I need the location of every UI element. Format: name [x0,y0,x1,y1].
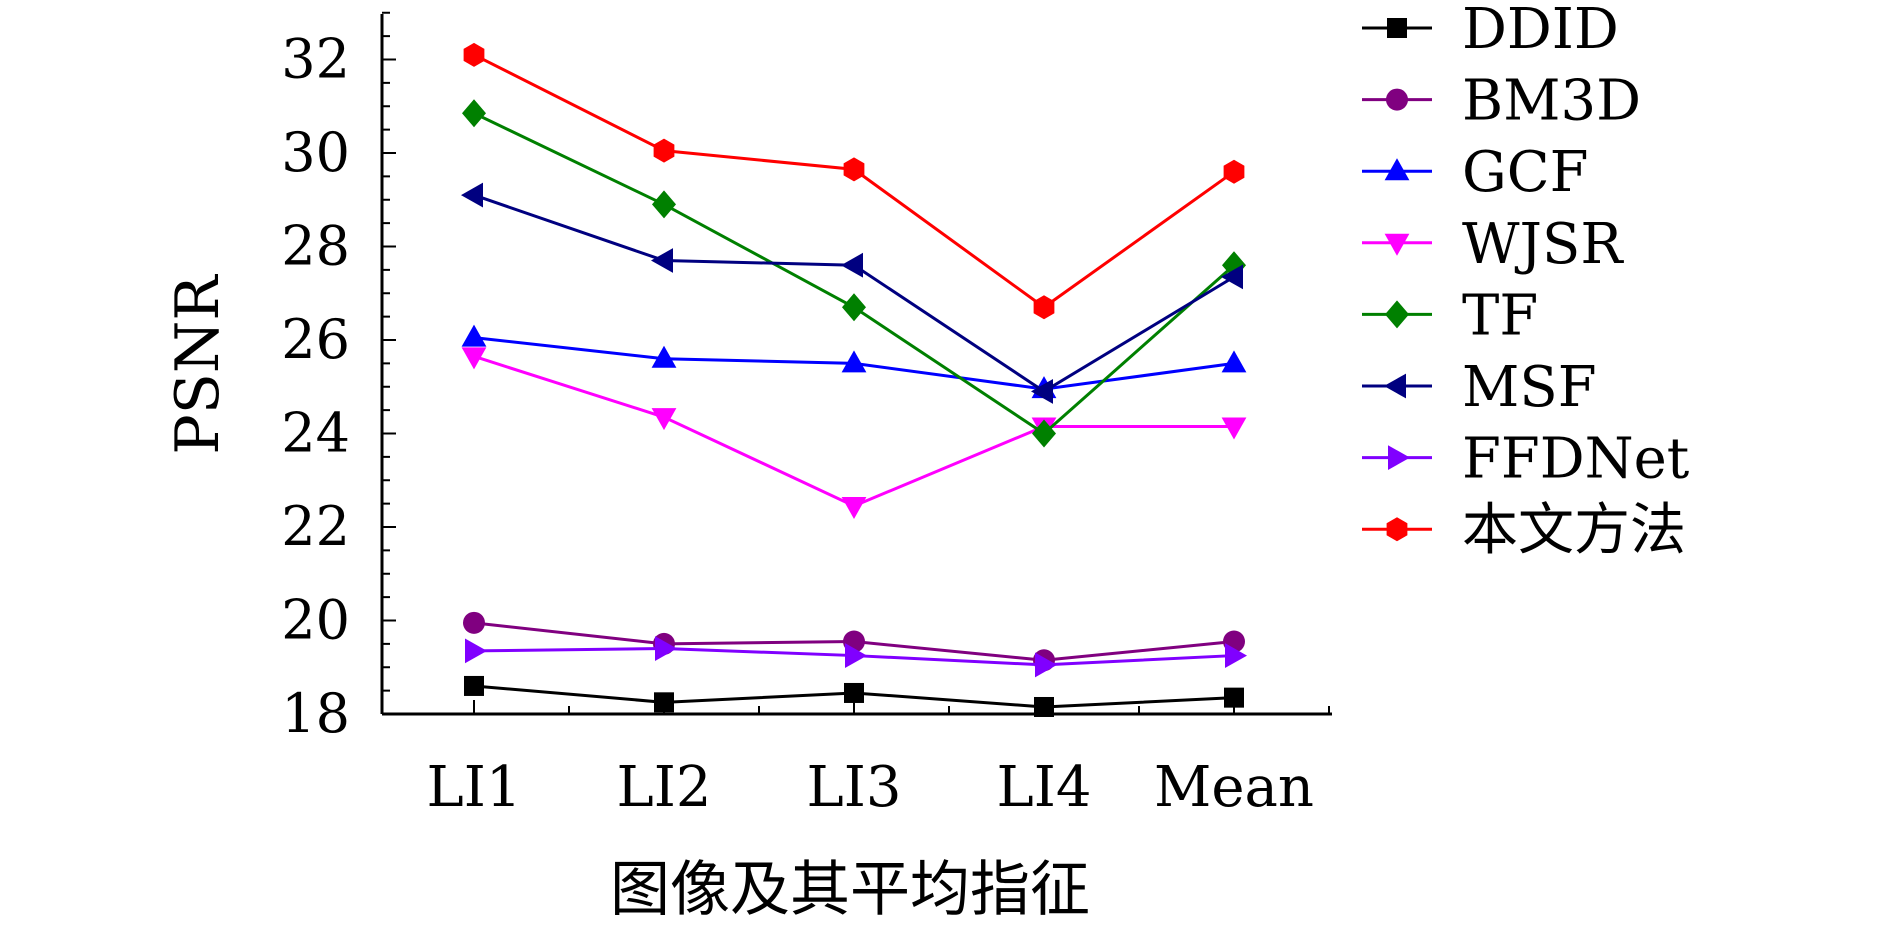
data-point [652,190,676,219]
legend-label: FFDNet [1462,427,1690,492]
legend-label: BM3D [1462,69,1641,134]
y-tick-label: 24 [281,402,350,465]
y-tick-label: 30 [281,121,350,184]
data-point [655,636,677,661]
y-axis-label: PSNR [163,274,233,455]
x-tick-label: LI1 [427,755,522,820]
axes: 18 20 22 24 26 28 30 32 LI1 LI2 LI3 LI4 Mean [281,11,1332,820]
data-point [651,408,677,431]
y-tick-label: 20 [281,589,350,652]
x-tick-label: Mean [1154,755,1314,820]
data-point [1035,652,1057,678]
data-point [1225,643,1247,668]
data-point [1221,417,1247,440]
data-point [1221,350,1247,373]
data-point [841,496,867,519]
data-point [1223,159,1245,184]
data-point [1033,295,1055,320]
data-point [1224,687,1244,708]
legend-label: MSF [1462,355,1597,420]
series-layer [461,42,1247,717]
data-point [461,324,487,347]
series-3 [461,347,1247,519]
data-point [465,638,487,664]
legend-label: GCF [1462,140,1588,205]
legend-label: WJSR [1462,212,1624,277]
legend-item: GCF [1362,140,1588,205]
series-5 [461,182,1243,404]
data-point [842,293,866,322]
legend-marker [1386,88,1408,111]
x-tick-label: LI2 [617,755,712,820]
data-point [1032,419,1056,448]
y-tick-label: 28 [281,215,350,278]
legend-item: MSF [1362,355,1597,420]
legend-item: FFDNet [1362,427,1690,492]
legend-item: TF [1362,283,1538,348]
data-point [1031,379,1053,404]
data-point [841,350,867,373]
legend-label: TF [1462,283,1538,348]
legend-marker [1386,517,1408,542]
data-point [463,42,485,67]
data-point [843,157,865,182]
data-point [654,692,674,713]
series-7 [463,42,1245,320]
legend-item: BM3D [1362,69,1641,134]
legend-label: 本文方法 [1462,498,1686,563]
data-point [1034,696,1054,717]
data-point [464,675,484,696]
series-0 [464,675,1244,717]
data-point [653,138,675,163]
x-tick-label: LI4 [997,755,1092,820]
data-point [651,345,677,368]
legend-marker [1385,300,1409,329]
legend-marker [1387,18,1407,38]
legend-item: 本文方法 [1362,498,1686,563]
data-point [651,248,673,273]
legend-label: DDID [1462,0,1619,62]
x-axis-label: 图像及其平均指征 [610,855,1090,921]
data-point [461,182,483,208]
data-point [845,643,867,668]
legend-marker [1384,158,1410,181]
data-point [462,99,486,128]
data-point [841,252,863,278]
legend-marker [1388,445,1410,470]
series-6 [465,636,1247,678]
series-2 [461,324,1247,399]
data-point [461,347,487,370]
y-tick-label: 26 [281,308,350,371]
y-tick-label: 22 [281,495,350,558]
y-tick-label: 32 [281,28,350,91]
data-point [844,682,864,703]
series-4 [462,99,1246,448]
x-tick-label: LI3 [807,755,902,820]
legend-item: DDID [1362,0,1619,62]
legend-marker [1384,373,1406,399]
y-tick-label: 18 [281,682,350,745]
data-point [1221,264,1243,290]
legend-item: WJSR [1362,212,1624,277]
data-point [463,611,485,634]
legend-marker [1384,233,1410,256]
